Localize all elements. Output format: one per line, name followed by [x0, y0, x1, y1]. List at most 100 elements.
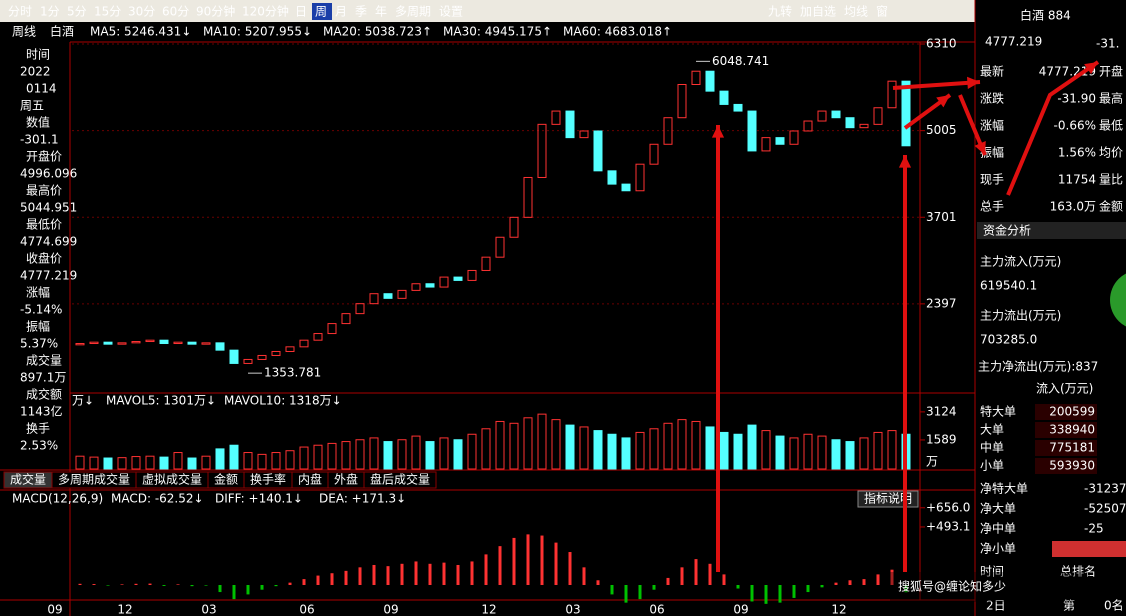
annotation-arrow [892, 80, 981, 90]
extreme-label: 6048.741 [712, 54, 769, 68]
candle-body [859, 123, 869, 129]
tab [363, 471, 437, 489]
order-value: 338940 [1049, 423, 1095, 437]
info-item: 2.53% [20, 439, 58, 453]
toolbar-button[interactable]: 九转 [768, 4, 792, 19]
volume-bar [509, 422, 519, 470]
macd-legend: DIFF: +140.1↓ [215, 492, 303, 506]
candle-body [873, 107, 883, 125]
volume-bar [215, 448, 225, 470]
tab-label[interactable]: 内盘 [298, 472, 322, 487]
toolbar-button[interactable]: 120分钟 [242, 4, 289, 19]
button-label[interactable]: 指标说明 [864, 491, 912, 506]
candle-body [341, 313, 351, 325]
volume-bar [831, 439, 841, 470]
toolbar-button[interactable]: 加自选 [800, 5, 836, 19]
tab-label[interactable]: 金额 [214, 472, 238, 487]
candle-body [187, 341, 197, 345]
x-tick-label: 03 [201, 603, 216, 616]
candle-body [817, 110, 827, 122]
volume-legend: 万↓ [72, 394, 94, 408]
quote-label: 最新 [980, 64, 1004, 79]
tab-label[interactable]: 盘后成交量 [370, 472, 430, 487]
volume-bar [439, 437, 449, 470]
annotation-arrow [1006, 60, 1100, 196]
volume-bar [327, 442, 337, 470]
toolbar-button[interactable]: 季 [355, 5, 367, 19]
info-item: 开盘价 [26, 149, 62, 164]
y-tick-label: 3124 [926, 404, 957, 418]
candle-body [159, 339, 169, 345]
net-label: 净大单 [980, 502, 1016, 516]
candle-body [509, 216, 519, 238]
toolbar-button[interactable]: 60分 [162, 5, 189, 19]
toolbar-button[interactable]: 1分 [40, 5, 60, 19]
volume-bar [89, 456, 99, 470]
rank-cell: 第 [1063, 599, 1075, 613]
candle-body [579, 130, 589, 139]
candle-body [691, 70, 701, 86]
annotation-arrow-head [898, 155, 912, 168]
volume-bar [551, 419, 561, 470]
candle-body [355, 303, 365, 315]
candle-body [369, 293, 379, 305]
candle-body [649, 143, 659, 165]
volume-bar [803, 433, 813, 470]
volume-bar [341, 441, 351, 470]
volume-bar [887, 430, 897, 470]
candle-body [327, 323, 337, 335]
volume-bar [761, 430, 771, 470]
y-tick-label: +656.0 [926, 500, 970, 514]
volume-bar [621, 437, 631, 470]
volume-bar [775, 435, 785, 470]
candle-body [313, 333, 323, 341]
candle-body [845, 117, 855, 129]
toolbar-button[interactable]: 月 [335, 5, 347, 19]
tab-label[interactable]: 多周期成交量 [58, 472, 130, 487]
order-label: 中单 [980, 440, 1004, 455]
fund-label: 主力流入(万元) [980, 255, 1061, 269]
tab-label[interactable]: 外盘 [334, 472, 358, 487]
toolbar-button[interactable]: 均线 [844, 5, 868, 19]
toolbar-button[interactable]: 多周期 [395, 5, 431, 19]
tab-label[interactable]: 成交量 [10, 472, 46, 487]
toolbar-button[interactable]: 90分钟 [196, 4, 235, 19]
volume-bar [467, 433, 477, 470]
info-item: 4774.699 [20, 235, 77, 249]
candle-body [229, 349, 239, 364]
candle-body [411, 283, 421, 291]
candle-body [705, 70, 715, 92]
toolbar-button[interactable]: 设置 [439, 5, 463, 19]
toolbar-button[interactable]: 30分 [128, 5, 155, 19]
volume-bar [257, 453, 267, 470]
x-tick-label: 12 [117, 603, 132, 616]
toolbar-button[interactable]: 5分 [67, 5, 87, 19]
toolbar-button[interactable]: 年 [375, 5, 387, 19]
candle-body [299, 339, 309, 348]
fund-label: 主力净流出(万元):837 [978, 360, 1098, 374]
watermark: 搜狐号@缠论知多少 [898, 579, 1006, 594]
volume-bar [663, 422, 673, 470]
y-tick-label: 3701 [926, 210, 957, 224]
toolbar-button[interactable]: 15分 [94, 5, 121, 19]
toolbar-button[interactable]: 分时 [8, 5, 32, 19]
tab-label[interactable]: 换手率 [250, 472, 286, 487]
volume-legend: MAVOL10: 1318万↓ [224, 394, 342, 408]
y-tick-label: 5005 [926, 123, 957, 137]
toolbar-button[interactable]: 日 [295, 5, 307, 19]
info-item: 成交额 [26, 387, 62, 402]
quote-label: 最低 [1099, 119, 1123, 133]
info-item: 换手 [26, 422, 50, 436]
ma-legend: MA20: 5038.723↑ [323, 25, 432, 39]
toolbar-button[interactable]: 周 [315, 5, 327, 19]
candle-body [495, 236, 505, 258]
order-value: 775181 [1049, 441, 1095, 455]
candle-body [117, 342, 127, 345]
tab-label[interactable]: 虚拟成交量 [142, 472, 202, 487]
info-item: 897.1万 [20, 371, 66, 385]
period: 周线 [12, 25, 36, 39]
volume-bar [495, 420, 505, 470]
macd-legend: MACD: -62.52↓ [111, 492, 204, 506]
toolbar-button[interactable]: 窗 [876, 5, 888, 19]
